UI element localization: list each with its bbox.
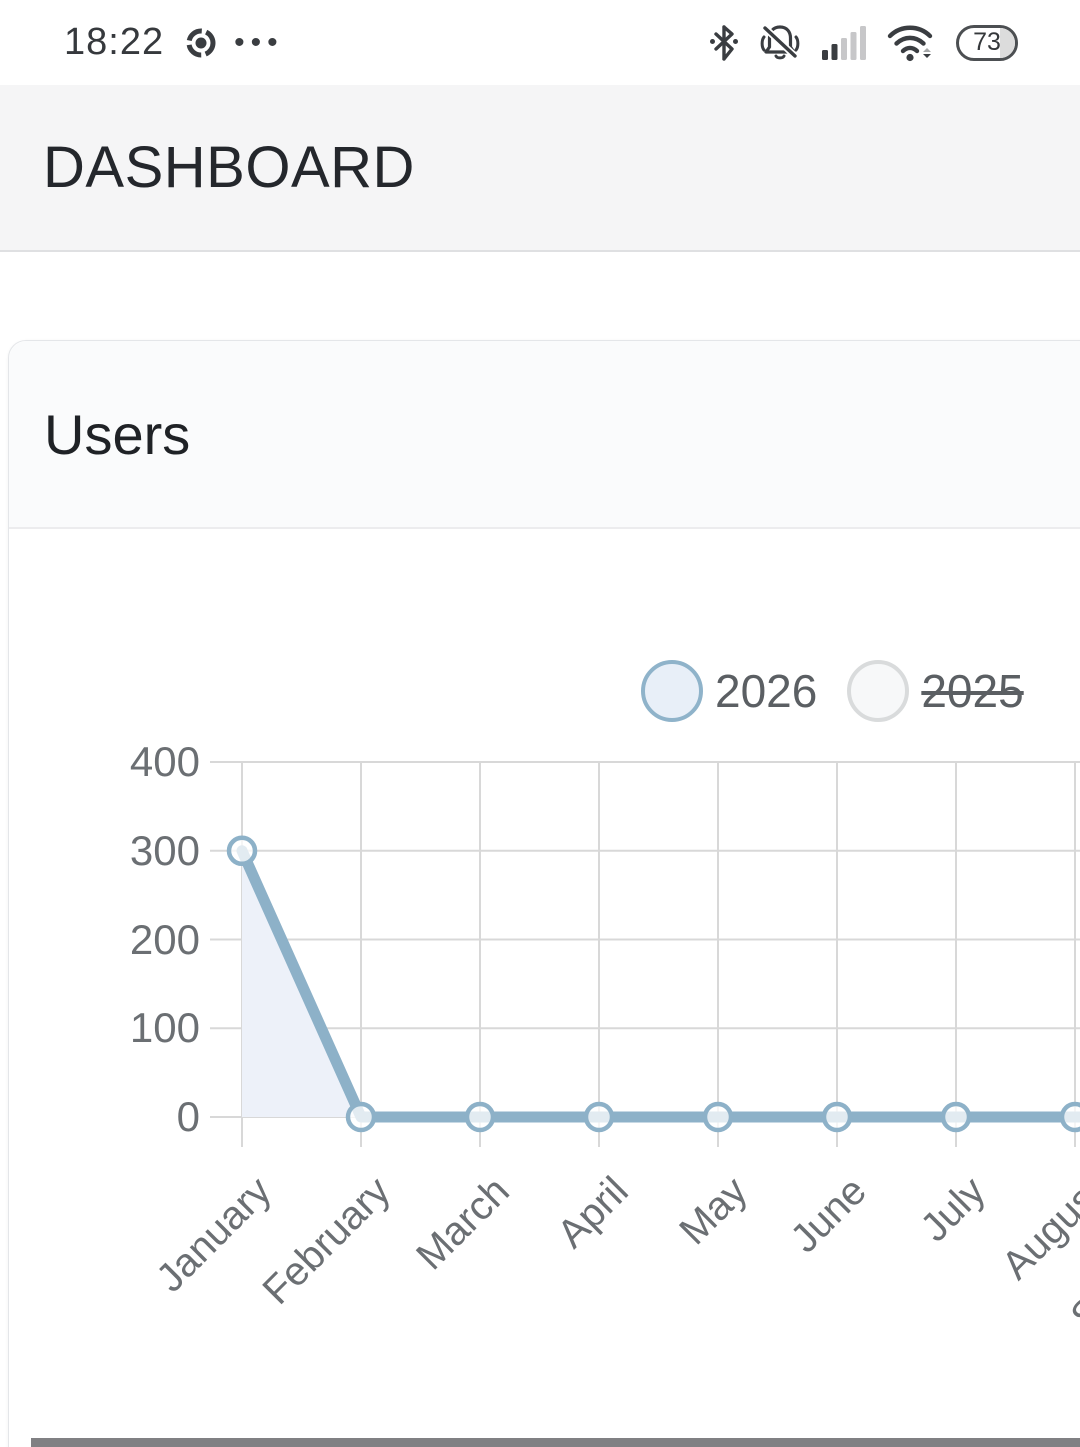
series-line (236, 845, 1080, 1123)
data-point-marker[interactable] (702, 1101, 734, 1133)
chart-legend: 2026 2025 (641, 660, 1024, 722)
battery-indicator: 73 (956, 24, 1018, 61)
bluetooth-icon (710, 24, 738, 62)
status-bar-right: 73 (692, 23, 1018, 63)
y-tick-label: 100 (129, 1004, 200, 1052)
data-point-marker[interactable] (583, 1101, 615, 1133)
horizontal-scrollbar-thumb[interactable] (31, 1438, 1080, 1447)
legend-marker-2025-icon (847, 660, 910, 722)
users-card: Users (8, 340, 1080, 1447)
battery-percent: 73 (973, 28, 1001, 56)
wifi-icon (886, 23, 938, 63)
battery-empty-segment (999, 27, 1015, 58)
data-point-marker[interactable] (821, 1101, 853, 1133)
legend-label-2025: 2025 (921, 665, 1024, 717)
data-point-marker[interactable] (345, 1101, 377, 1133)
page-title: DASHBOARD (43, 135, 415, 200)
legend-item-2026[interactable]: 2026 (641, 660, 817, 722)
data-point-marker[interactable] (1059, 1101, 1080, 1133)
cell-signal-icon (822, 25, 868, 61)
chrome-icon (186, 28, 216, 58)
users-card-title: Users (44, 402, 191, 466)
notification-dots-icon: ••• (234, 25, 284, 59)
users-line-chart[interactable] (0, 740, 1080, 1180)
y-tick-label: 0 (176, 1093, 200, 1140)
legend-item-2025[interactable]: 2025 (847, 660, 1024, 722)
y-tick-label: 200 (129, 915, 200, 963)
status-bar-left: 18:22 ••• (64, 21, 284, 64)
status-bar: 18:22 ••• (0, 0, 1080, 85)
series-area-fill (242, 850, 1080, 1117)
app-header: DASHBOARD (0, 85, 1080, 252)
legend-marker-2026-icon (641, 660, 703, 722)
clock: 18:22 (64, 21, 165, 63)
data-point-marker[interactable] (226, 835, 258, 867)
legend-label-2026: 2026 (715, 665, 818, 717)
y-tick-label: 300 (129, 826, 200, 874)
users-card-header: Users (9, 341, 1080, 529)
notifications-muted-icon (756, 23, 804, 63)
data-point-marker[interactable] (464, 1101, 496, 1133)
y-tick-label: 400 (129, 738, 200, 785)
data-point-marker[interactable] (940, 1101, 972, 1133)
